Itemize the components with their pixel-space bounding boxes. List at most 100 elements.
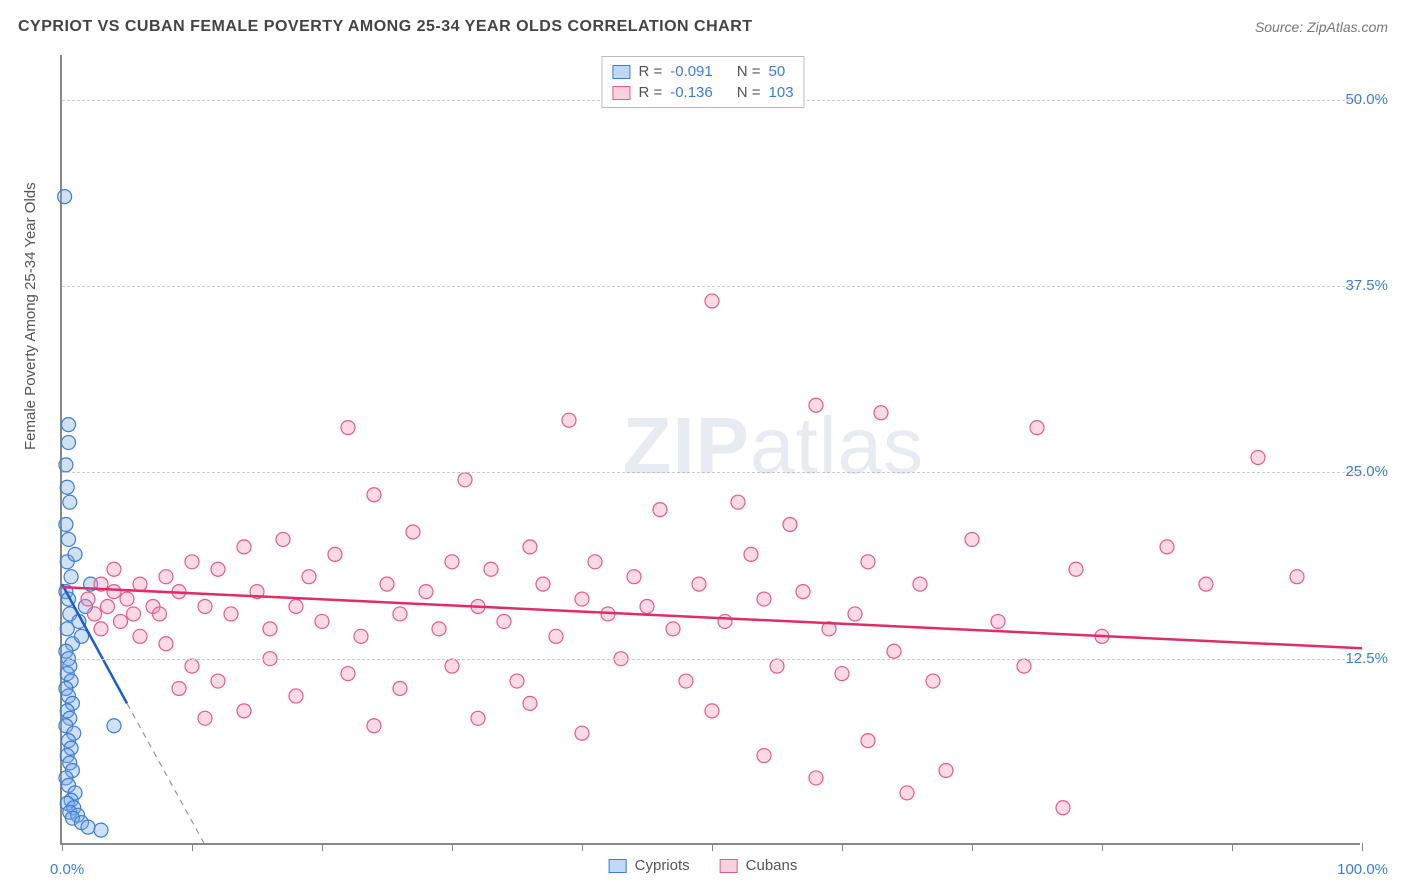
data-point (1056, 801, 1070, 815)
data-point (445, 555, 459, 569)
data-point (276, 532, 290, 546)
data-point (153, 607, 167, 621)
data-point (341, 667, 355, 681)
grid-line-h (62, 659, 1360, 660)
data-point (64, 570, 78, 584)
data-point (81, 592, 95, 606)
n-value: 50 (769, 63, 786, 80)
data-point (354, 629, 368, 643)
data-point (101, 600, 115, 614)
data-point (731, 495, 745, 509)
header: CYPRIOT VS CUBAN FEMALE POVERTY AMONG 25… (18, 18, 1388, 36)
source-attribution: Source: ZipAtlas.com (1255, 19, 1388, 35)
data-point (549, 629, 563, 643)
x-tick (192, 843, 193, 851)
data-point (263, 622, 277, 636)
n-label: N = (737, 63, 761, 80)
data-point (198, 600, 212, 614)
data-point (59, 458, 73, 472)
data-point (874, 406, 888, 420)
legend-item: Cubans (720, 857, 798, 874)
y-tick-label: 12.5% (1345, 650, 1388, 667)
data-point (705, 704, 719, 718)
data-point (523, 696, 537, 710)
trend-line-extrapolated (127, 703, 205, 845)
data-point (185, 659, 199, 673)
data-point (185, 555, 199, 569)
data-point (237, 540, 251, 554)
data-point (81, 820, 95, 834)
swatch-pink-icon (612, 86, 630, 100)
data-point (1160, 540, 1174, 554)
x-tick (712, 843, 713, 851)
data-point (575, 726, 589, 740)
data-point (861, 734, 875, 748)
data-point (653, 503, 667, 517)
data-point (380, 577, 394, 591)
data-point (523, 540, 537, 554)
data-point (198, 711, 212, 725)
data-point (679, 674, 693, 688)
legend-label: Cypriots (635, 857, 690, 874)
data-point (367, 488, 381, 502)
y-tick-label: 25.0% (1345, 463, 1388, 480)
x-tick (1232, 843, 1233, 851)
data-point (68, 547, 82, 561)
r-label: R = (638, 84, 662, 101)
data-point (107, 719, 121, 733)
data-point (562, 413, 576, 427)
data-point (289, 689, 303, 703)
data-point (783, 518, 797, 532)
data-point (302, 570, 316, 584)
data-point (393, 607, 407, 621)
data-point (1199, 577, 1213, 591)
data-point (1069, 562, 1083, 576)
legend-row: R = -0.091 N = 50 (612, 61, 793, 82)
data-point (770, 659, 784, 673)
x-tick (62, 843, 63, 851)
data-point (406, 525, 420, 539)
swatch-pink-icon (720, 859, 738, 873)
y-tick-label: 50.0% (1345, 91, 1388, 108)
data-point (965, 532, 979, 546)
data-point (900, 786, 914, 800)
data-point (510, 674, 524, 688)
data-point (640, 600, 654, 614)
r-value: -0.091 (670, 63, 713, 80)
data-point (114, 614, 128, 628)
data-point (1017, 659, 1031, 673)
data-point (1030, 421, 1044, 435)
data-point (458, 473, 472, 487)
data-point (133, 577, 147, 591)
swatch-blue-icon (609, 859, 627, 873)
data-point (237, 704, 251, 718)
y-axis-label: Female Poverty Among 25-34 Year Olds (22, 182, 39, 450)
data-point (809, 771, 823, 785)
data-point (159, 637, 173, 651)
correlation-legend: R = -0.091 N = 50 R = -0.136 N = 103 (601, 56, 804, 108)
data-point (471, 711, 485, 725)
data-point (497, 614, 511, 628)
data-point (1251, 450, 1265, 464)
data-point (94, 823, 108, 837)
data-point (159, 570, 173, 584)
data-point (588, 555, 602, 569)
y-tick-label: 37.5% (1345, 277, 1388, 294)
r-label: R = (638, 63, 662, 80)
trend-line (62, 587, 1362, 648)
data-point (133, 629, 147, 643)
data-point (62, 418, 76, 432)
data-point (432, 622, 446, 636)
n-label: N = (737, 84, 761, 101)
data-point (94, 622, 108, 636)
data-point (705, 294, 719, 308)
data-point (744, 547, 758, 561)
plot-area (60, 55, 1360, 845)
data-point (445, 659, 459, 673)
r-value: -0.136 (670, 84, 713, 101)
data-point (289, 600, 303, 614)
data-point (757, 592, 771, 606)
data-point (666, 622, 680, 636)
data-point (341, 421, 355, 435)
n-value: 103 (769, 84, 794, 101)
